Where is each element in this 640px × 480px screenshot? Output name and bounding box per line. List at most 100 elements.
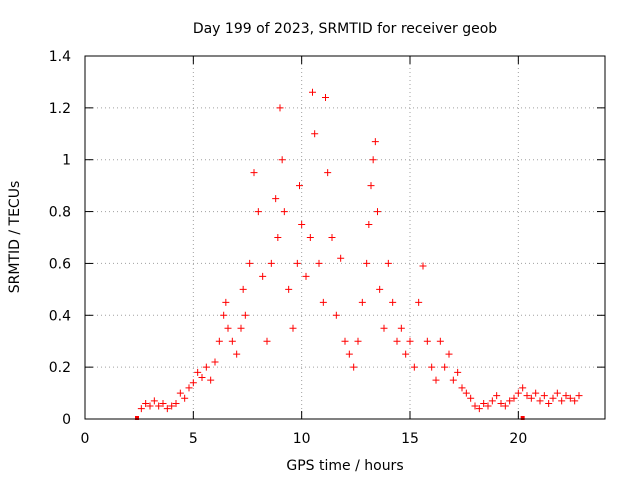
data-point bbox=[222, 298, 230, 306]
data-point bbox=[371, 138, 379, 146]
axis-markers bbox=[135, 416, 525, 420]
data-point bbox=[501, 402, 509, 410]
data-point bbox=[322, 93, 329, 101]
data-point bbox=[467, 394, 475, 402]
data-point bbox=[519, 384, 527, 392]
data-point bbox=[189, 379, 197, 387]
data-point bbox=[575, 392, 583, 400]
y-tick-label: 0.4 bbox=[49, 308, 71, 324]
y-tick-label: 0 bbox=[62, 412, 71, 428]
data-point bbox=[194, 368, 202, 376]
data-point bbox=[380, 324, 388, 332]
data-point bbox=[406, 337, 414, 345]
y-tick-label: 0.6 bbox=[49, 256, 71, 272]
data-point bbox=[510, 394, 518, 402]
data-point bbox=[506, 397, 514, 405]
data-point bbox=[376, 285, 384, 293]
data-point bbox=[365, 221, 373, 229]
data-point bbox=[367, 182, 375, 190]
axis-marker bbox=[135, 416, 139, 420]
x-tick-label: 20 bbox=[509, 431, 527, 447]
data-point bbox=[432, 376, 440, 384]
data-point bbox=[319, 298, 327, 306]
data-point bbox=[311, 130, 319, 138]
data-point bbox=[493, 392, 501, 400]
data-point bbox=[445, 350, 453, 358]
y-tick-label: 1.4 bbox=[49, 49, 71, 65]
data-point bbox=[484, 402, 492, 410]
data-point bbox=[374, 208, 381, 216]
data-point bbox=[241, 311, 249, 319]
data-point bbox=[285, 285, 293, 293]
data-point bbox=[462, 389, 470, 397]
data-point bbox=[514, 389, 522, 397]
data-point bbox=[475, 405, 483, 413]
data-point bbox=[137, 405, 145, 413]
data-point bbox=[350, 363, 358, 371]
data-point bbox=[449, 376, 457, 384]
data-point bbox=[237, 324, 245, 332]
data-point bbox=[545, 399, 553, 407]
data-point bbox=[415, 298, 423, 306]
data-point bbox=[558, 397, 566, 405]
data-point bbox=[278, 156, 286, 164]
y-tick-label: 1 bbox=[62, 153, 71, 169]
data-point bbox=[393, 337, 401, 345]
data-point bbox=[423, 337, 431, 345]
x-tick-label: 5 bbox=[189, 431, 198, 447]
data-point bbox=[215, 337, 223, 345]
data-point bbox=[142, 399, 150, 407]
data-point bbox=[306, 234, 314, 241]
data-point bbox=[198, 374, 206, 382]
data-point bbox=[176, 389, 184, 397]
data-point bbox=[207, 376, 215, 384]
data-point bbox=[211, 358, 219, 366]
data-point bbox=[497, 399, 505, 407]
data-point bbox=[146, 402, 154, 410]
data-point bbox=[428, 363, 436, 371]
data-point bbox=[384, 259, 392, 267]
y-tick-label: 0.2 bbox=[49, 360, 71, 376]
data-point bbox=[410, 363, 418, 371]
grid bbox=[85, 56, 605, 419]
data-point bbox=[155, 402, 163, 410]
data-point bbox=[397, 324, 405, 332]
data-point bbox=[302, 272, 310, 280]
data-point bbox=[280, 208, 288, 216]
data-point bbox=[536, 397, 544, 405]
data-point bbox=[332, 311, 340, 319]
y-tick-label: 0.8 bbox=[49, 205, 71, 221]
data-point bbox=[363, 259, 371, 267]
data-point bbox=[549, 394, 557, 402]
data-point bbox=[532, 389, 540, 397]
data-point bbox=[185, 384, 193, 392]
data-point bbox=[172, 399, 180, 407]
data-point bbox=[553, 389, 561, 397]
data-point bbox=[540, 392, 548, 400]
x-tick-label: 0 bbox=[81, 431, 90, 447]
data-point bbox=[150, 397, 158, 405]
data-point bbox=[488, 397, 496, 405]
x-tick-label: 10 bbox=[293, 431, 311, 447]
data-point bbox=[272, 195, 280, 203]
data-point bbox=[402, 350, 410, 358]
data-point bbox=[389, 298, 397, 306]
data-point bbox=[250, 169, 258, 177]
x-tick-label: 15 bbox=[401, 431, 419, 447]
chart-title: Day 199 of 2023, SRMTID for receiver geo… bbox=[193, 21, 497, 37]
data-point bbox=[345, 350, 353, 358]
data-point bbox=[267, 259, 275, 267]
data-point bbox=[309, 88, 316, 96]
data-point bbox=[159, 399, 167, 407]
data-point bbox=[181, 394, 189, 402]
x-axis-label: GPS time / hours bbox=[286, 458, 403, 474]
data-point bbox=[276, 104, 284, 112]
data-point bbox=[341, 337, 349, 345]
data-point bbox=[233, 350, 241, 358]
data-point bbox=[163, 405, 171, 413]
y-axis-label: SRMTID / TECUs bbox=[7, 181, 23, 294]
data-point bbox=[441, 363, 449, 371]
data-point bbox=[328, 234, 336, 241]
data-point bbox=[220, 311, 228, 319]
